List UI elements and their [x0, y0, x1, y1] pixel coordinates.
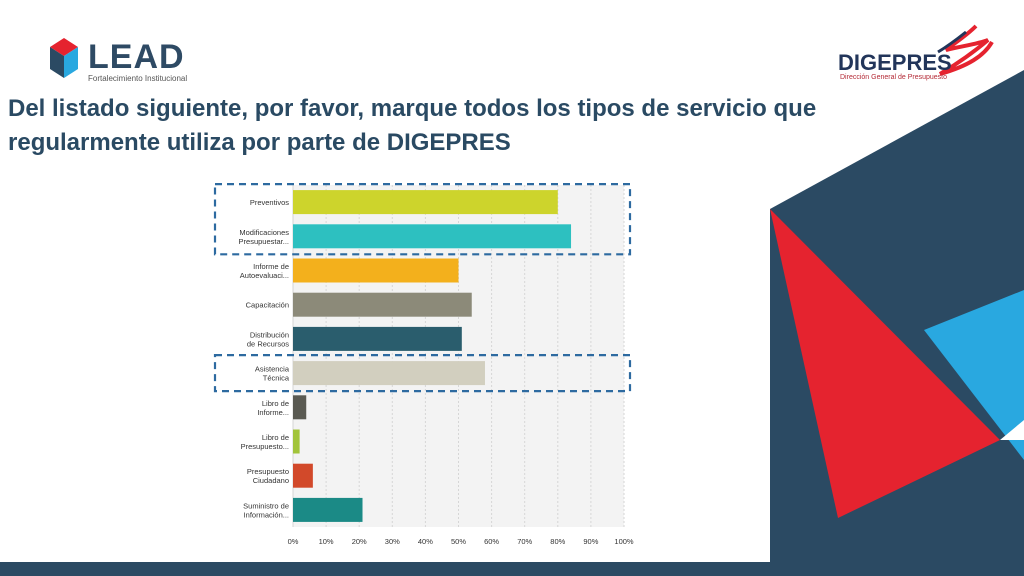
digepres-swoosh-icon: [937, 24, 994, 76]
bar: [293, 190, 558, 215]
category-label: Presupuesto: [247, 467, 289, 476]
digepres-logo: DIGEPRES Dirección General de Presupuest…: [838, 22, 998, 92]
category-label: de Recursos: [247, 339, 289, 348]
bar: [293, 429, 300, 454]
category-label: Asistencia: [255, 365, 290, 374]
category-label: Técnica: [263, 374, 290, 383]
x-tick-label: 70%: [517, 537, 532, 546]
bar: [293, 292, 472, 317]
x-tick-label: 10%: [319, 537, 334, 546]
category-label: Libro de: [262, 433, 289, 442]
red-triangle-shape: [770, 209, 1000, 518]
bar: [293, 395, 307, 420]
category-label: Informe...: [257, 408, 289, 417]
x-tick-label: 20%: [352, 537, 367, 546]
category-label: Autoevaluaci...: [240, 271, 289, 280]
lead-logo-icon: [50, 38, 78, 78]
x-tick-label: 50%: [451, 537, 466, 546]
x-tick-label: 0%: [288, 537, 299, 546]
category-label: Preventivos: [250, 198, 289, 207]
category-label: Presupuesto...: [241, 442, 289, 451]
category-label: Distribución: [250, 330, 289, 339]
bottom-band: [0, 562, 1024, 576]
bar: [293, 224, 572, 249]
bar: [293, 326, 462, 351]
category-label: Presupuestar...: [239, 237, 289, 246]
bar-chart: Preventivos ModificacionesPresupuestar...…: [213, 183, 634, 546]
x-tick-label: 90%: [583, 537, 598, 546]
x-tick-label: 60%: [484, 537, 499, 546]
category-label: Ciudadano: [253, 476, 289, 485]
bar: [293, 497, 363, 522]
lead-logo: LEAD Fortalecimiento Institucional: [50, 38, 190, 86]
light-blue-shape: [924, 290, 1024, 460]
x-tick-label: 80%: [550, 537, 565, 546]
digepres-logo-text: DIGEPRES: [838, 50, 952, 75]
category-label: Modificaciones: [239, 228, 289, 237]
category-label: Capacitación: [246, 301, 289, 310]
x-tick-label: 100%: [614, 537, 634, 546]
highlight-box: [213, 183, 632, 256]
bar: [293, 463, 313, 488]
category-label: Suministro de: [243, 501, 289, 510]
x-tick-label: 30%: [385, 537, 400, 546]
category-label: Informe de: [253, 262, 289, 271]
x-tick-label: 40%: [418, 537, 433, 546]
digepres-logo-subtitle: Dirección General de Presupuesto: [840, 74, 948, 81]
lead-logo-text: LEAD: [88, 38, 185, 76]
category-label: Información...: [244, 510, 289, 519]
category-label: Libro de: [262, 399, 289, 408]
bar: [293, 361, 485, 386]
bar: [293, 258, 459, 283]
highlight-box: [213, 354, 632, 393]
lead-logo-subtitle: Fortalecimiento Institucional: [88, 74, 188, 83]
slide-title: Del listado siguiente, por favor, marque…: [8, 95, 817, 156]
